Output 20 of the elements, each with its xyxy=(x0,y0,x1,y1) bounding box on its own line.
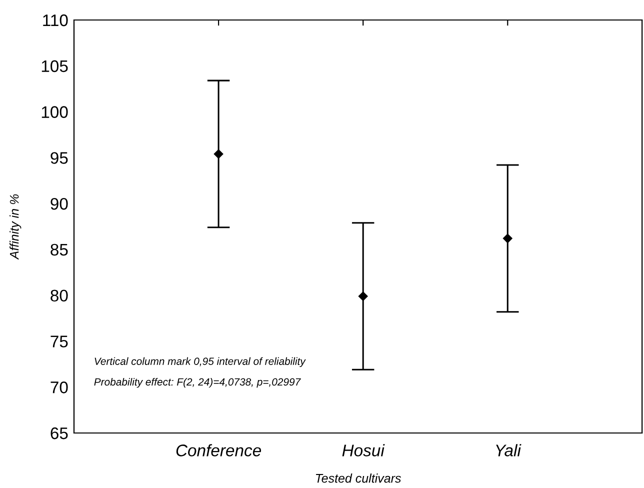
y-tick-label: 80 xyxy=(50,290,68,302)
x-tick-label: Hosui xyxy=(342,444,385,456)
y-tick-label: 95 xyxy=(50,152,68,164)
y-tick-label: 110 xyxy=(43,14,68,26)
x-tick-label: Yali xyxy=(496,444,522,456)
x-tick-label: Conference xyxy=(176,444,262,456)
y-tick-label: 65 xyxy=(50,427,68,440)
y-tick-label: 100 xyxy=(42,106,68,118)
point xyxy=(214,149,224,159)
y-tick-label: 75 xyxy=(50,336,68,348)
y-tick-label: 90 xyxy=(50,198,68,210)
y-tick-label: 105 xyxy=(42,60,68,72)
annotation: Vertical column mark 0,95 interval of reliability xyxy=(94,357,306,368)
y-tick-label: 85 xyxy=(50,244,68,256)
point xyxy=(503,234,512,244)
x-axis-title: Tested cultivars xyxy=(316,474,401,483)
y-tick-label: 70 xyxy=(50,382,68,394)
point xyxy=(358,292,368,301)
annotation: Probability effect: F(2, 24)=4,0738, p=,02997 xyxy=(94,378,301,388)
y-axis-title: Affinity in % xyxy=(10,194,22,260)
